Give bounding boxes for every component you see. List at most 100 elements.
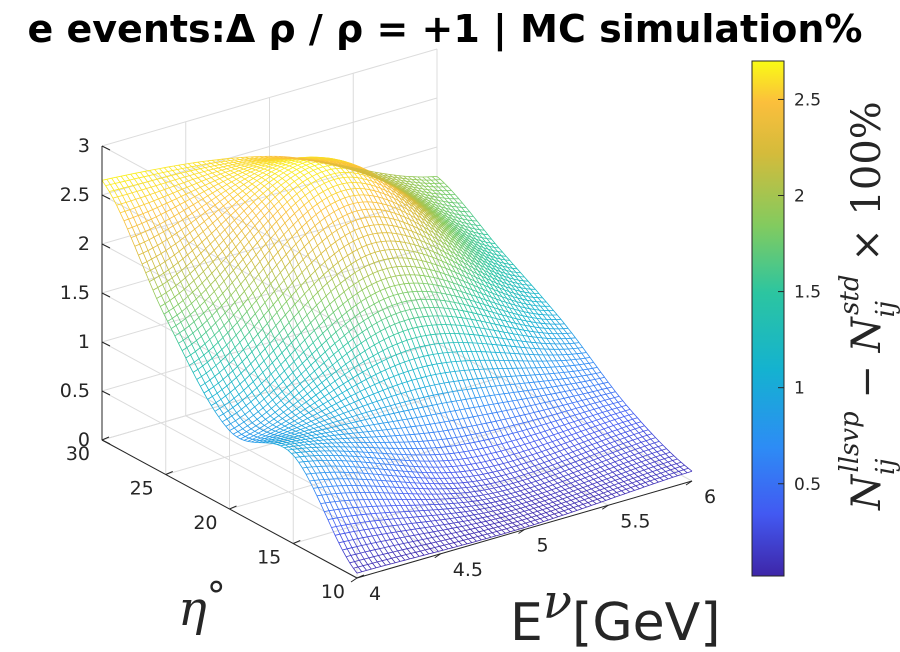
mesh-segment <box>593 432 599 437</box>
mesh-segment <box>348 411 353 417</box>
mesh-segment <box>568 447 574 453</box>
mesh-segment <box>320 253 326 263</box>
mesh-segment <box>577 370 583 377</box>
mesh-segment <box>388 546 394 553</box>
mesh-segment <box>442 352 447 363</box>
mesh-segment <box>178 213 183 220</box>
mesh-segment <box>294 304 299 313</box>
mesh-segment <box>242 259 247 267</box>
mesh-segment <box>388 414 394 422</box>
mesh-segment <box>124 180 129 187</box>
mesh-segment <box>452 244 457 252</box>
mesh-segment <box>239 296 244 305</box>
mesh-segment <box>263 168 268 171</box>
mesh-segment <box>330 431 335 436</box>
mesh-segment <box>667 461 672 466</box>
mesh-segment <box>480 387 486 397</box>
mesh-segment <box>501 281 506 287</box>
mesh-segment <box>218 209 223 215</box>
mesh-segment <box>444 197 449 203</box>
mesh-segment <box>402 517 408 525</box>
mesh-segment <box>688 467 693 472</box>
mesh-segment <box>217 189 222 195</box>
mesh-segment <box>404 216 409 225</box>
mesh-segment <box>478 531 483 536</box>
mesh-segment <box>489 360 494 369</box>
mesh-segment <box>356 384 361 392</box>
mesh-segment <box>308 384 313 391</box>
mesh-segment <box>183 247 188 255</box>
mesh-segment <box>503 485 508 490</box>
mesh-segment <box>546 491 551 495</box>
mesh-segment <box>259 189 264 194</box>
mesh-segment <box>224 312 230 321</box>
mesh-segment <box>344 335 349 343</box>
mesh-segment <box>180 281 185 290</box>
mesh-segment <box>362 331 367 340</box>
mesh-segment <box>410 390 415 400</box>
mesh-segment <box>460 360 465 371</box>
mesh-segment <box>509 384 514 393</box>
mesh-segment <box>460 492 465 498</box>
mesh-segment <box>500 419 505 428</box>
mesh-segment <box>456 488 461 494</box>
mesh-segment <box>543 462 549 467</box>
mesh-segment <box>272 167 277 170</box>
mesh-segment <box>195 298 201 307</box>
mesh-segment <box>580 381 585 388</box>
mesh-segment <box>482 233 488 239</box>
mesh-segment <box>493 330 499 338</box>
mesh-segment <box>537 494 542 499</box>
mesh-segment <box>387 224 393 234</box>
mesh-segment <box>338 414 343 420</box>
mesh-segment <box>564 391 570 398</box>
mesh-segment <box>478 495 483 501</box>
mesh-segment <box>464 211 469 217</box>
mesh-segment <box>370 410 376 418</box>
mesh-segment <box>480 504 485 509</box>
mesh-segment <box>435 242 440 250</box>
mesh-segment <box>263 398 269 405</box>
mesh-segment <box>501 529 506 534</box>
mesh-segment <box>445 268 450 276</box>
mesh-segment <box>214 376 219 384</box>
mesh-segment <box>452 282 458 291</box>
mesh-segment <box>448 198 454 203</box>
mesh-segment <box>350 222 355 231</box>
mesh-segment <box>542 314 547 320</box>
mesh-segment <box>468 230 473 236</box>
mesh-segment <box>303 174 308 180</box>
mesh-segment <box>334 380 339 388</box>
mesh-segment <box>183 289 189 297</box>
mesh-segment <box>499 500 505 505</box>
mesh-segment <box>380 408 385 416</box>
mesh-segment <box>274 291 279 300</box>
mesh-segment <box>471 289 477 297</box>
mesh-segment <box>635 449 640 454</box>
mesh-segment <box>181 311 186 319</box>
mesh-segment <box>352 507 357 516</box>
mesh-segment <box>255 425 260 429</box>
mesh-segment <box>293 317 298 326</box>
mesh-segment <box>593 385 598 391</box>
mesh-segment <box>324 436 329 440</box>
mesh-segment <box>235 210 240 216</box>
mesh-segment <box>293 163 298 166</box>
mesh-segment <box>516 439 521 446</box>
mesh-segment <box>141 223 146 232</box>
mesh-segment <box>487 310 492 318</box>
mesh-segment <box>418 534 423 540</box>
mesh-segment <box>290 392 295 398</box>
mesh-segment <box>409 434 414 442</box>
mesh-segment <box>289 400 294 406</box>
mesh-segment <box>429 244 435 253</box>
mesh-segment <box>457 390 462 401</box>
mesh-segment <box>331 168 336 174</box>
mesh-segment <box>513 453 519 460</box>
mesh-segment <box>414 460 419 467</box>
mesh-segment <box>437 394 443 404</box>
mesh-segment <box>473 496 478 501</box>
mesh-segment <box>518 310 523 316</box>
mesh-segment <box>212 222 217 230</box>
mesh-segment <box>570 440 575 446</box>
